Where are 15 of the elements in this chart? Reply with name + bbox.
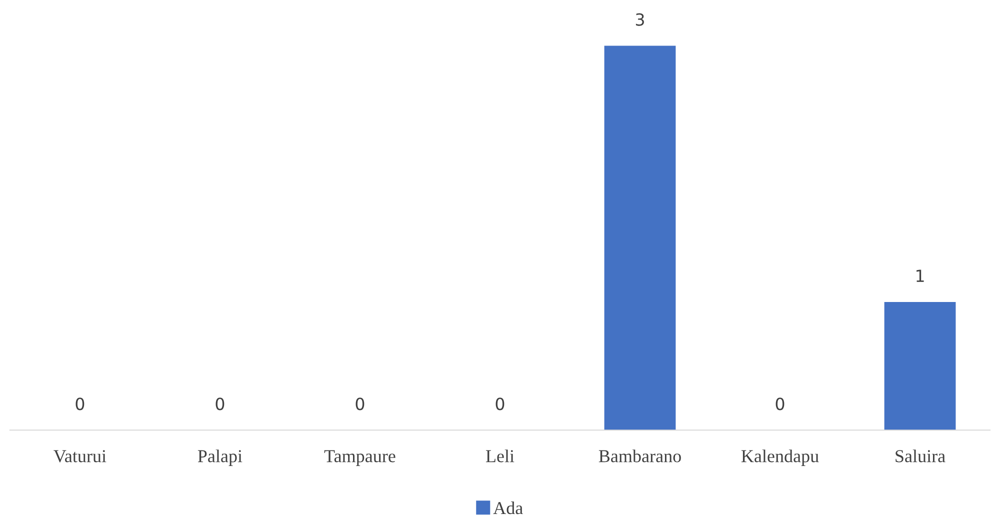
data-label: 1 — [916, 270, 924, 282]
x-tick-label: Palapi — [198, 450, 242, 466]
data-label: 0 — [76, 398, 84, 410]
x-tick-label: Tampaure — [324, 450, 396, 466]
x-tick-label: Kalendapu — [741, 450, 819, 466]
data-label: 0 — [776, 398, 784, 410]
data-label: 0 — [496, 398, 504, 410]
data-label: 0 — [356, 398, 364, 410]
x-tick-label: Leli — [486, 450, 514, 462]
legend-label: Ada — [493, 501, 523, 514]
data-label: 3 — [636, 13, 644, 26]
x-tick-label: Bambarano — [598, 450, 681, 462]
x-tick-label: Vaturui — [54, 450, 106, 462]
x-tick-label: Saluira — [896, 450, 946, 462]
data-label: 0 — [216, 398, 224, 410]
